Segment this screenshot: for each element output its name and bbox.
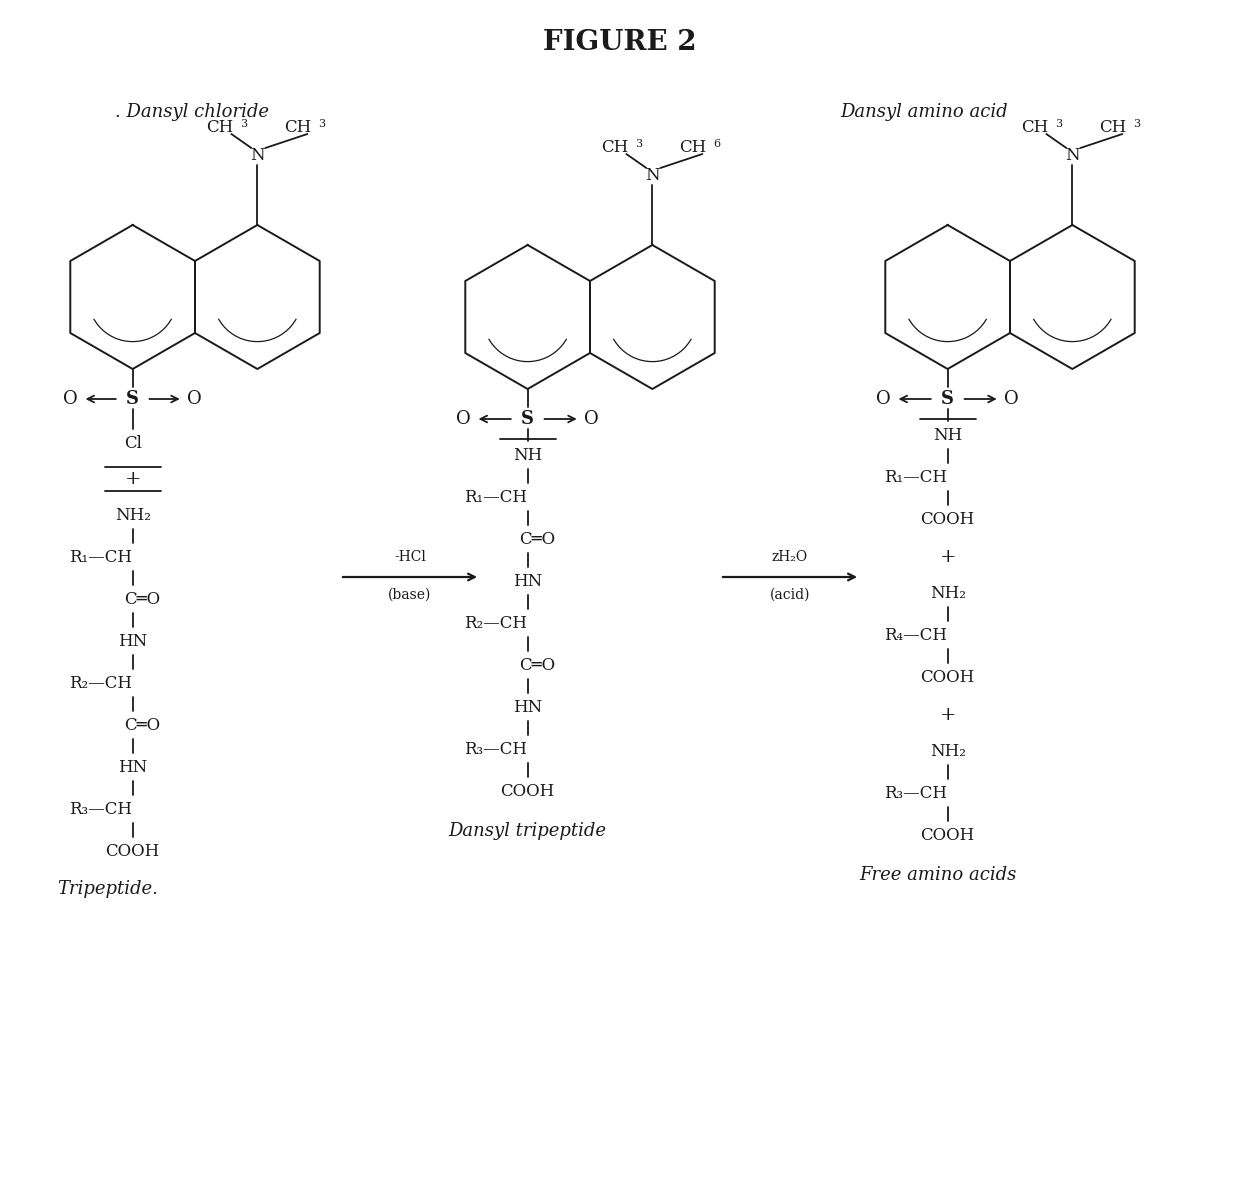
Text: (base): (base) [388,588,432,602]
Text: HN: HN [513,698,542,716]
Text: CH: CH [1021,120,1048,137]
Text: COOH: COOH [920,510,975,527]
Text: FIGURE 2: FIGURE 2 [543,28,697,56]
Text: CH: CH [206,120,233,137]
Text: C═O: C═O [520,656,556,673]
Text: HN: HN [118,633,148,649]
Text: COOH: COOH [501,782,554,800]
Text: NH₂: NH₂ [115,507,150,523]
Text: R₁—CH: R₁—CH [464,489,527,506]
Text: R₃—CH: R₃—CH [464,741,527,757]
Text: +: + [124,470,141,488]
Text: 3: 3 [317,119,325,129]
Text: N: N [250,147,264,165]
Text: C═O: C═O [520,531,556,547]
Text: CH: CH [600,140,627,157]
Text: R₂—CH: R₂—CH [464,615,527,631]
Text: R₄—CH: R₄—CH [884,627,947,643]
Text: NH₂: NH₂ [930,743,966,760]
Text: . Dansyl chloride: . Dansyl chloride [115,103,269,121]
Text: Dansyl amino acid: Dansyl amino acid [839,103,1008,121]
Text: 3: 3 [1055,119,1061,129]
Text: COOH: COOH [920,826,975,844]
Text: 3: 3 [635,139,642,150]
Text: COOH: COOH [920,668,975,686]
Text: N: N [1065,147,1080,165]
Text: 6: 6 [713,139,720,150]
Text: NH₂: NH₂ [930,584,966,602]
Text: Free amino acids: Free amino acids [859,867,1017,884]
Text: CH: CH [1099,120,1126,137]
Text: S: S [521,410,534,429]
Text: R₂—CH: R₂—CH [69,674,133,692]
Text: CH: CH [678,140,706,157]
Text: O: O [877,391,892,408]
Text: 3: 3 [1133,119,1140,129]
Text: R₁—CH: R₁—CH [69,548,133,565]
Text: zH₂O: zH₂O [773,550,808,564]
Text: Cl: Cl [124,434,141,451]
Text: 3: 3 [239,119,247,129]
Text: Tripeptide.: Tripeptide. [57,880,157,899]
Text: O: O [1004,391,1019,408]
Text: CH: CH [284,120,311,137]
Text: R₃—CH: R₃—CH [69,800,133,818]
Text: N: N [645,167,660,184]
Text: S: S [941,391,954,408]
Text: C═O: C═O [124,590,161,608]
Text: NH: NH [513,446,542,463]
Text: Dansyl tripeptide: Dansyl tripeptide [449,823,606,840]
Text: (acid): (acid) [770,588,810,602]
Text: C═O: C═O [124,717,161,734]
Text: COOH: COOH [105,843,160,859]
Text: O: O [187,391,202,408]
Text: R₁—CH: R₁—CH [884,469,947,485]
Text: O: O [63,391,78,408]
Text: NH: NH [932,426,962,444]
Text: O: O [584,410,599,429]
Text: S: S [126,391,139,408]
Text: +: + [940,706,956,724]
Text: -HCl: -HCl [394,550,425,564]
Text: +: + [940,548,956,566]
Text: HN: HN [513,572,542,590]
Text: R₃—CH: R₃—CH [884,785,947,801]
Text: HN: HN [118,758,148,775]
Text: O: O [456,410,471,429]
